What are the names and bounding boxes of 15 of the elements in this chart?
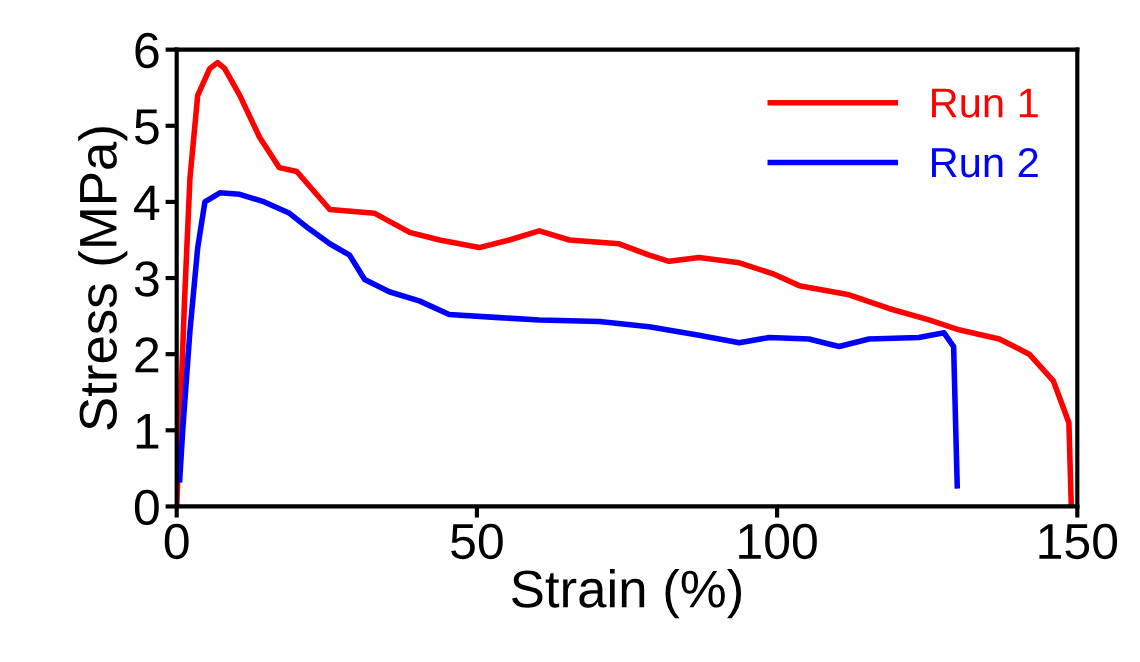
y-tick-label: 3 (134, 261, 159, 297)
y-tick-label: 1 (136, 414, 159, 449)
y-tick-label: 4 (134, 185, 160, 221)
y-axis-title: Stress (MPa) (78, 127, 128, 430)
x-tick-label: 0 (164, 523, 189, 560)
legend-label: Run 2 (932, 147, 1038, 178)
x-tick-label: 50 (451, 523, 503, 560)
y-tick-label: 5 (134, 109, 159, 145)
x-tick-label: 100 (739, 523, 817, 560)
x-tick-label: 150 (1039, 523, 1118, 560)
y-tick-label: 2 (135, 337, 159, 373)
legend-label: Run 1 (932, 88, 1038, 118)
y-tick-label: 0 (134, 489, 159, 526)
y-tick-label: 6 (135, 32, 159, 69)
x-axis-title: Strain (%) (512, 569, 742, 619)
